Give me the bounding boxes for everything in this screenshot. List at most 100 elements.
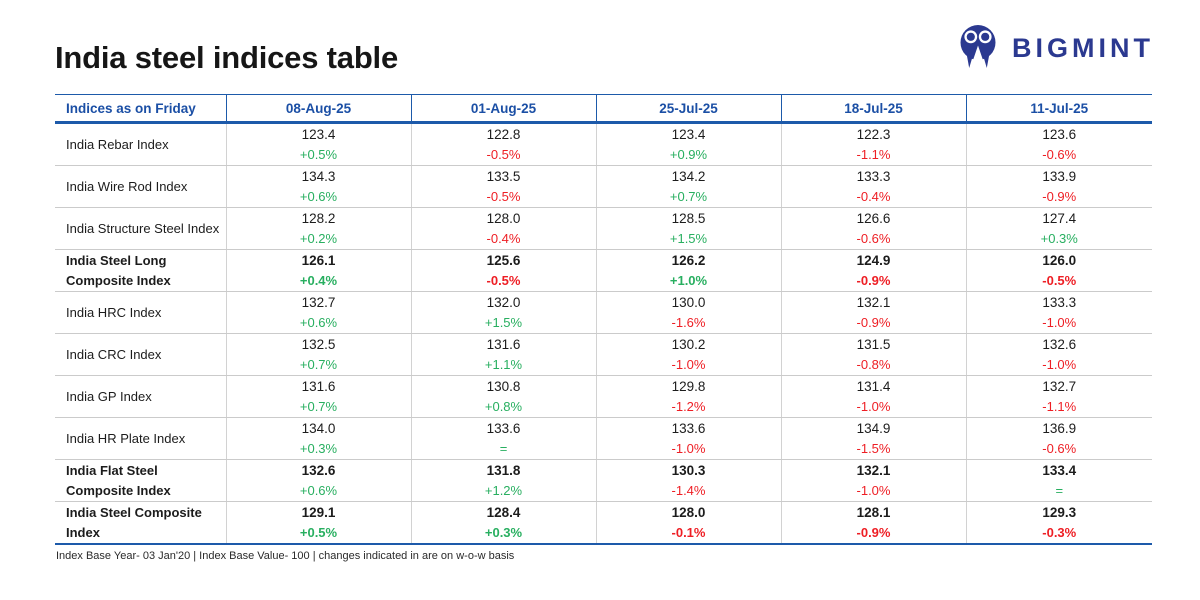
index-value-cell: 133.4 = <box>965 459 1152 502</box>
wow-change: +1.0% <box>669 272 708 288</box>
index-value-cell: 129.8 -1.2% <box>595 375 781 418</box>
index-value: 133.9 <box>1042 169 1077 184</box>
index-value: 126.0 <box>1042 253 1077 268</box>
wow-change: +0.9% <box>669 146 708 162</box>
index-value: 132.1 <box>856 295 891 310</box>
row-label: India HRC Index <box>55 291 226 334</box>
wow-change: +0.6% <box>299 314 338 330</box>
index-value: 131.4 <box>856 379 891 394</box>
wow-change: +0.3% <box>1040 230 1078 246</box>
index-value-cell: 130.3 -1.4% <box>595 459 781 502</box>
wow-change: -1.1% <box>1042 398 1077 414</box>
row-label: India Wire Rod Index <box>55 165 226 208</box>
wow-change: +1.1% <box>484 356 523 372</box>
index-value-cell: 133.3 -0.4% <box>780 165 966 208</box>
index-value: 126.2 <box>671 253 706 268</box>
index-value-cell: 130.8 +0.8% <box>410 375 596 418</box>
index-value: 130.8 <box>486 379 521 394</box>
index-value: 134.2 <box>671 169 706 184</box>
index-value-cell: 131.6 +0.7% <box>225 375 411 418</box>
index-value-cell: 134.9 -1.5% <box>780 417 966 460</box>
index-value-cell: 125.6 -0.5% <box>410 249 596 292</box>
wow-change: -0.8% <box>856 356 891 372</box>
index-value: 129.8 <box>671 379 706 394</box>
wow-change: -1.0% <box>1042 314 1077 330</box>
index-value-cell: 123.4 +0.9% <box>595 122 781 166</box>
index-value-cell: 132.7 +0.6% <box>225 291 411 334</box>
index-value: 128.0 <box>486 211 521 226</box>
index-value: 133.3 <box>856 169 891 184</box>
wow-change: -1.4% <box>671 482 706 498</box>
index-value: 132.0 <box>486 295 521 310</box>
row-label: India CRC Index <box>55 333 226 376</box>
wow-change: -1.2% <box>671 398 706 414</box>
index-value: 127.4 <box>1042 211 1077 226</box>
index-value-cell: 134.3 +0.6% <box>225 165 411 208</box>
wow-change: -1.0% <box>671 356 706 372</box>
table-header: Indices as on Friday 08-Aug-25 01-Aug-25… <box>55 94 1152 124</box>
index-value-cell: 128.0 -0.1% <box>595 501 781 545</box>
table-row: India HR Plate Index 134.0 +0.3% 133.6 = 133.… <box>55 417 1152 460</box>
table-row: India Structure Steel Index 128.2 +0.2% 128… <box>55 207 1152 250</box>
wow-change: +0.2% <box>299 230 338 246</box>
index-value: 129.3 <box>1042 505 1077 520</box>
row-label: India Steel Long Composite Index <box>55 249 226 292</box>
index-value: 130.0 <box>671 295 706 310</box>
index-value-cell: 128.1 -0.9% <box>780 501 966 545</box>
index-value-cell: 126.1 +0.4% <box>225 249 411 292</box>
wow-change: -1.1% <box>856 146 891 162</box>
index-value: 131.5 <box>856 337 891 352</box>
wow-change: -1.6% <box>671 314 706 330</box>
index-value-cell: 123.4 +0.5% <box>225 122 411 166</box>
wow-change: -0.6% <box>856 230 891 246</box>
index-value-cell: 134.2 +0.7% <box>595 165 781 208</box>
index-value: 133.6 <box>486 421 521 436</box>
index-value-cell: 132.7 -1.1% <box>965 375 1152 418</box>
index-value: 132.6 <box>301 463 336 478</box>
wow-change: +0.6% <box>299 188 338 204</box>
wow-change: +0.5% <box>299 146 338 162</box>
header-date-4: 18-Jul-25 <box>780 94 966 124</box>
index-value-cell: 132.6 -1.0% <box>965 333 1152 376</box>
header-indices-as-on-friday: Indices as on Friday <box>55 94 226 124</box>
table-row: India Steel Long Composite Index 126.1 +0.… <box>55 249 1152 292</box>
index-value-cell: 134.0 +0.3% <box>225 417 411 460</box>
wow-change: +0.3% <box>484 524 523 540</box>
index-value-cell: 131.6 +1.1% <box>410 333 596 376</box>
index-value-cell: 131.8 +1.2% <box>410 459 596 502</box>
wow-change: +0.5% <box>299 524 338 540</box>
table-row: India Rebar Index 123.4 +0.5% 122.8 -0.5% 123… <box>55 122 1152 166</box>
index-value: 123.4 <box>671 127 706 142</box>
index-value: 131.6 <box>486 337 521 352</box>
table-row: India HRC Index 132.7 +0.6% 132.0 +1.5% 130.0… <box>55 291 1152 334</box>
wow-change: +1.2% <box>484 482 523 498</box>
index-value: 128.5 <box>671 211 706 226</box>
index-value-cell: 126.2 +1.0% <box>595 249 781 292</box>
page-title: India steel indices table <box>55 40 399 75</box>
row-label: India GP Index <box>55 375 226 418</box>
wow-change: -0.5% <box>486 272 521 288</box>
index-value-cell: 124.9 -0.9% <box>780 249 966 292</box>
index-value-cell: 128.2 +0.2% <box>225 207 411 250</box>
wow-change: -0.6% <box>1042 440 1077 456</box>
wow-change: -0.9% <box>856 524 891 540</box>
index-value: 134.0 <box>301 421 336 436</box>
index-value: 133.3 <box>1042 295 1077 310</box>
index-value: 122.8 <box>486 127 521 142</box>
wow-change: -0.5% <box>486 188 521 204</box>
table-row: India Flat Steel Composite Index 132.6 +0.… <box>55 459 1152 502</box>
index-value-cell: 132.5 +0.7% <box>225 333 411 376</box>
wow-change: -0.6% <box>1042 146 1077 162</box>
index-value-cell: 136.9 -0.6% <box>965 417 1152 460</box>
index-value: 126.1 <box>301 253 336 268</box>
index-value-cell: 131.5 -0.8% <box>780 333 966 376</box>
footnote: Index Base Year- 03 Jan'20 | Index Base … <box>56 550 515 562</box>
index-value-cell: 126.6 -0.6% <box>780 207 966 250</box>
header-date-5: 11-Jul-25 <box>965 94 1152 124</box>
wow-change: -0.3% <box>1042 524 1077 540</box>
index-value: 134.3 <box>301 169 336 184</box>
index-value-cell: 133.6 -1.0% <box>595 417 781 460</box>
bigmint-logo: BIGMINT <box>954 22 1154 74</box>
index-value: 125.6 <box>486 253 521 268</box>
index-value-cell: 133.9 -0.9% <box>965 165 1152 208</box>
